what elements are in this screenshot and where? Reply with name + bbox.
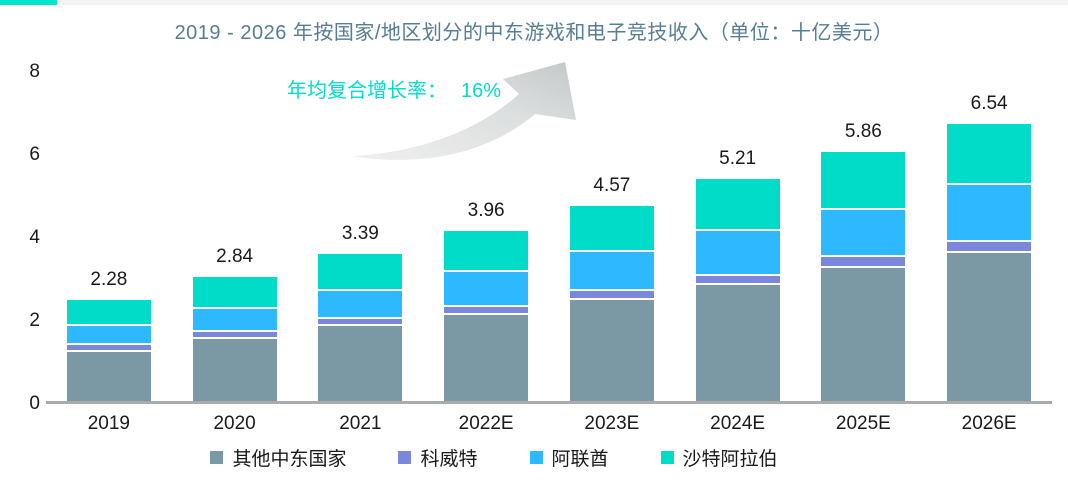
legend-item-阿联酋: 阿联酋: [529, 444, 609, 471]
bar-stack: [821, 152, 906, 401]
legend-swatch-icon: [210, 451, 224, 464]
bar-column-2026E: 6.54: [926, 72, 1052, 401]
bar-total-label: 3.39: [341, 223, 379, 244]
bar-segment-其他中东国家: [947, 253, 1032, 401]
legend-item-沙特阿拉伯: 沙特阿拉伯: [660, 444, 778, 471]
x-tick-label: 2021: [339, 413, 382, 434]
bar-segment-科威特: [192, 332, 277, 337]
bar-total-label: 4.57: [593, 175, 631, 196]
y-tick-label: 8: [29, 61, 40, 82]
legend-label: 阿联酋: [551, 449, 609, 470]
bar-segment-阿联酋: [318, 291, 403, 317]
bar-total-label: 3.96: [467, 200, 505, 221]
bar-segment-其他中东国家: [318, 326, 403, 401]
bar-stack: [318, 254, 403, 401]
bar-stack: [569, 206, 654, 401]
bar-segment-沙特阿拉伯: [192, 277, 277, 307]
x-tick-label: 2023E: [584, 413, 640, 434]
cagr-annotation: 年均复合增长率： 16%: [287, 74, 501, 103]
chart-title: 2019 - 2026 年按国家/地区划分的中东游戏和电子竞技收入（单位：十亿美…: [174, 22, 894, 44]
bar-segment-科威特: [821, 257, 906, 266]
bar-segment-阿联酋: [821, 210, 906, 255]
bar-column-2025E: 5.86: [801, 72, 927, 401]
bar-segment-阿联酋: [66, 326, 151, 343]
bar-total-label: 6.54: [970, 93, 1008, 114]
bar-segment-沙特阿拉伯: [695, 179, 780, 229]
bar-segment-科威特: [947, 242, 1032, 251]
legend-label: 科威特: [420, 449, 478, 470]
y-tick-label: 6: [29, 144, 40, 165]
bar-total-label: 5.86: [844, 121, 882, 142]
bar-segment-阿联酋: [192, 309, 277, 330]
bar-total-label: 5.21: [719, 148, 757, 169]
bar-stack: [192, 277, 277, 401]
growth-arrow-icon: [352, 62, 576, 160]
bar-segment-其他中东国家: [821, 268, 906, 401]
legend-item-科威特: 科威特: [398, 444, 478, 471]
legend-swatch-icon: [398, 451, 412, 464]
bar-column-2021: 3.39: [298, 72, 424, 401]
y-tick-label: 2: [29, 310, 40, 331]
bar-stack: [66, 300, 151, 401]
bar-column-2020: 2.84: [172, 72, 298, 401]
x-tick-label: 2019: [87, 413, 131, 434]
bar-segment-科威特: [66, 345, 151, 350]
bar-segment-其他中东国家: [695, 285, 780, 401]
bar-segment-科威特: [695, 276, 780, 283]
bar-segment-其他中东国家: [444, 315, 529, 401]
bar-column-2023E: 4.57: [549, 72, 675, 401]
bar-segment-沙特阿拉伯: [444, 231, 529, 270]
x-tick-label: 2022E: [458, 413, 514, 434]
bar-segment-科威特: [569, 291, 654, 298]
bar-segment-阿联酋: [444, 272, 529, 305]
y-tick-label: 4: [29, 227, 40, 248]
x-tick-label: 2024E: [710, 413, 766, 434]
legend-item-其他中东国家: 其他中东国家: [210, 444, 346, 471]
legend-label: 沙特阿拉伯: [682, 449, 778, 470]
accent-bar: [0, 0, 57, 5]
bar-segment-其他中东国家: [66, 352, 151, 401]
legend-swatch-icon: [529, 451, 543, 464]
bar-segment-阿联酋: [695, 231, 780, 274]
legend: 其他中东国家 科威特 阿联酋 沙特阿拉伯: [0, 444, 988, 471]
x-tick-label: 2026E: [961, 413, 1017, 434]
x-tick-label: 2025E: [835, 413, 891, 434]
bar-segment-阿联酋: [947, 185, 1032, 240]
bar-stack: [444, 231, 529, 401]
top-strip: [0, 0, 1068, 5]
x-tick-label: 2020: [213, 413, 256, 434]
bar-stack: [947, 124, 1032, 401]
bar-segment-沙特阿拉伯: [947, 124, 1032, 183]
bar-stack: [695, 179, 780, 401]
bar-total-label: 2.28: [90, 269, 128, 290]
x-axis: 2019 2020 2021 2022E 2023E 2024E 2025E 2026E: [46, 413, 1052, 435]
legend-swatch-icon: [660, 451, 674, 464]
y-tick-label: 0: [29, 393, 40, 414]
bar-segment-沙特阿拉伯: [66, 300, 151, 324]
bar-segment-科威特: [444, 307, 529, 313]
bar-column-2022E: 3.96: [423, 72, 549, 401]
bar-column-2024E: 5.21: [675, 72, 801, 401]
bar-column-2019: 2.28: [46, 72, 172, 401]
bar-segment-科威特: [318, 319, 403, 324]
bar-segment-其他中东国家: [569, 300, 654, 401]
bar-segment-阿联酋: [569, 252, 654, 289]
cagr-value: 16%: [461, 80, 502, 102]
bar-total-label: 2.84: [216, 246, 254, 267]
bar-segment-沙特阿拉伯: [318, 254, 403, 289]
bar-segment-沙特阿拉伯: [569, 206, 654, 250]
plot-area: 2.28 2.84 3.39 3.96 4.57 5.21 5.86 6.54: [46, 72, 1052, 404]
bar-segment-沙特阿拉伯: [821, 152, 906, 208]
bar-segment-其他中东国家: [192, 339, 277, 401]
cagr-label: 年均复合增长率：: [287, 80, 447, 102]
legend-label: 其他中东国家: [232, 449, 347, 470]
